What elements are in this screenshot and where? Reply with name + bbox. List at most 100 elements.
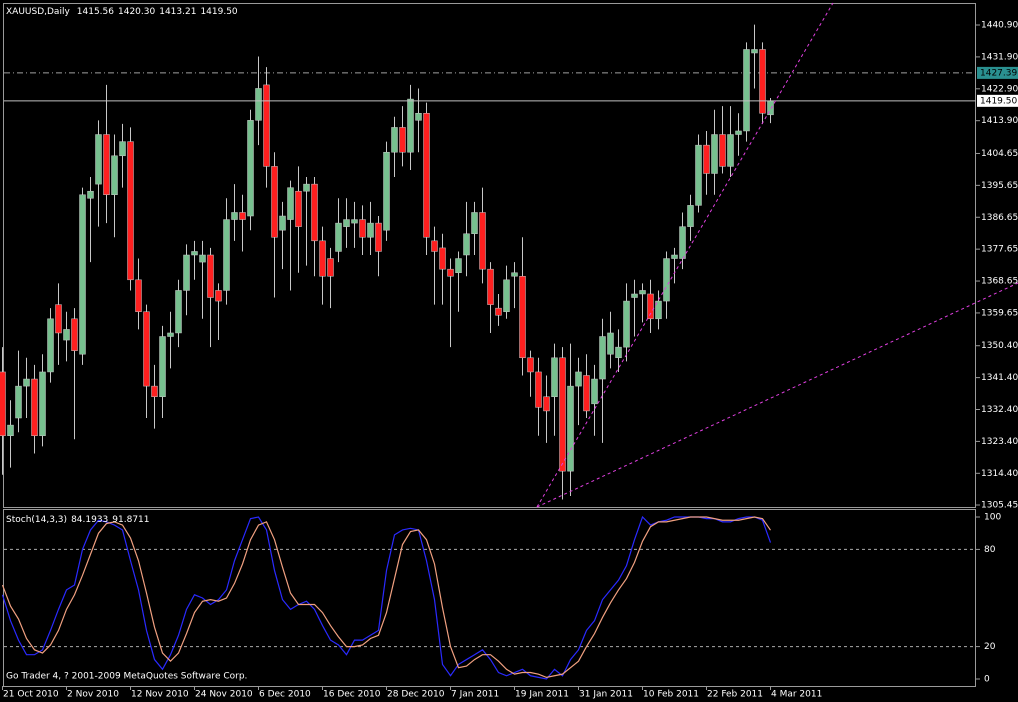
candle-body <box>279 215 286 231</box>
candle-body <box>551 357 558 398</box>
open-label: 1415.56 <box>77 7 114 17</box>
candle-body <box>423 112 430 238</box>
x-tick-label: 24 Nov 2010 <box>195 690 253 700</box>
candle-body <box>303 183 310 192</box>
main-layer: 1440.90 1431.90 1422.90 1413.90 1404.65 1395.… <box>0 21 1018 700</box>
candle-body <box>167 332 174 337</box>
stoch-line <box>1 515 772 680</box>
candle-body <box>631 293 638 298</box>
candle-body <box>567 385 574 472</box>
y-tick-label: 1332.40 <box>981 405 1018 415</box>
candle-body <box>103 134 110 196</box>
y-tick-label: 1386.65 <box>981 213 1018 223</box>
candle-body <box>7 424 14 436</box>
candle-body <box>119 141 126 157</box>
candle-body <box>135 279 142 312</box>
candle-body <box>239 212 246 220</box>
stoch-panel <box>3 509 976 687</box>
candle-body <box>79 194 86 355</box>
candle-body <box>543 396 550 412</box>
y-tick-label: 20 <box>984 642 996 652</box>
candle-body <box>463 233 470 256</box>
y-tick-label: 1323.40 <box>981 437 1018 447</box>
candle-body <box>751 49 758 54</box>
candle-body <box>527 357 534 373</box>
candle-body <box>255 88 262 121</box>
y-tick-label: 1359.65 <box>981 308 1018 318</box>
candle-body <box>351 219 358 224</box>
y-tick-label: 100 <box>984 513 1001 523</box>
candle-body <box>671 254 678 259</box>
candle-body <box>311 183 318 242</box>
candle-body <box>295 190 302 227</box>
level-label: 1427.39 <box>980 68 1017 78</box>
candle-body <box>575 371 582 387</box>
candle-body <box>335 222 342 252</box>
y-tick-label: 1413.90 <box>981 116 1018 126</box>
candle-body <box>223 219 230 291</box>
candle-body <box>711 134 718 174</box>
candle-body <box>151 385 158 398</box>
candle-body <box>263 84 270 167</box>
candle-body <box>471 212 478 234</box>
candle-body <box>663 258 670 302</box>
candle-body <box>287 187 294 220</box>
candle-body <box>639 290 646 295</box>
x-tick-label: 16 Dec 2010 <box>323 690 381 700</box>
candle-body <box>447 268 454 277</box>
candle-body <box>367 222 374 238</box>
y-tick-label: 1377.65 <box>981 245 1018 255</box>
candle-body <box>23 378 30 387</box>
y-tick-label: 1341.40 <box>981 373 1018 383</box>
x-tick-label: 7 Jan 2011 <box>451 690 499 700</box>
y-tick-label: 1440.90 <box>981 21 1018 31</box>
candle-body <box>607 332 614 355</box>
level-label-bg <box>977 66 1018 79</box>
candle-body <box>55 304 62 334</box>
candle-body <box>111 155 118 196</box>
candle-body <box>583 375 590 412</box>
trend-line <box>536 282 1018 508</box>
y-tick-label: 80 <box>984 545 996 555</box>
x-tick-label: 31 Jan 2011 <box>579 690 633 700</box>
stoch-title: Stoch(14,3,3) <box>6 515 67 525</box>
trend-line <box>536 2 834 508</box>
candle-body <box>599 336 606 380</box>
low-label: 1413.21 <box>159 7 196 17</box>
candle-body <box>727 134 734 167</box>
y-tick-label: 1314.40 <box>981 469 1018 479</box>
y-tick-label: 1368.65 <box>981 277 1018 287</box>
candle-body <box>375 222 382 252</box>
candle-body <box>183 254 190 291</box>
candle-body <box>319 240 326 277</box>
candle-body <box>391 127 398 153</box>
x-tick-label: 19 Jan 2011 <box>515 690 569 700</box>
candle-body <box>71 318 78 351</box>
stoch-signal-value: 91.8711 <box>112 515 149 525</box>
candle-body <box>247 120 254 217</box>
candle-body <box>743 49 750 132</box>
y-tick-label: 1305.45 <box>981 501 1018 511</box>
candle-body <box>63 329 70 341</box>
chart-header: XAUUSD,Daily 1415.56 1420.30 1413.21 1419.50 <box>6 7 238 17</box>
candle-body <box>271 166 278 238</box>
x-tick-label: 2 Nov 2010 <box>67 690 119 700</box>
candle-body <box>207 254 214 298</box>
price-label: 1419.50 <box>980 96 1017 106</box>
candle-body <box>503 279 510 312</box>
candle-body <box>0 371 6 436</box>
symbol-title: XAUUSD,Daily <box>6 7 70 17</box>
candle-body <box>127 141 134 281</box>
candle-body <box>687 205 694 227</box>
y-tick-label: 1431.90 <box>981 52 1018 62</box>
candle-body <box>535 371 542 408</box>
candle-body <box>407 98 414 153</box>
candle-body <box>47 318 54 373</box>
candle-body <box>703 144 710 174</box>
candle-body <box>415 112 422 121</box>
candle-body <box>695 144 702 206</box>
candle-body <box>759 49 766 114</box>
candle-body <box>15 385 22 419</box>
